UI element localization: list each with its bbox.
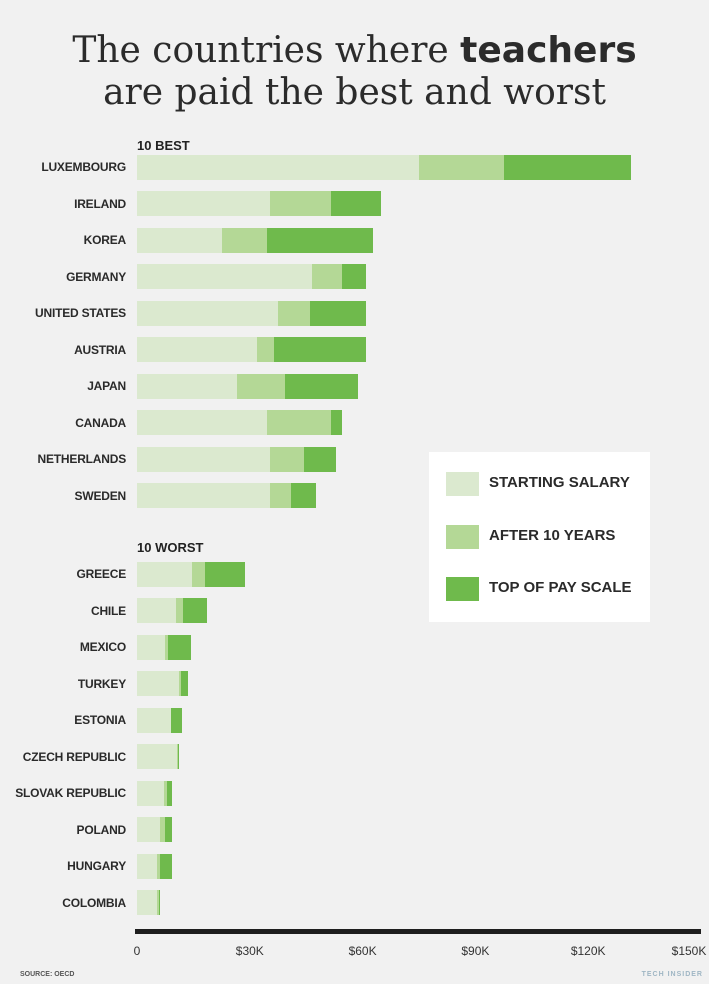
x-tick-label-1: $30K (235, 944, 264, 958)
bar-czech-republic-starting (137, 744, 177, 769)
bar-united-states-starting (137, 300, 278, 326)
source-note: SOURCE: OECD (20, 971, 75, 978)
bar-austria-starting (137, 337, 257, 362)
legend-swatch-starting (446, 472, 479, 496)
bar-chile-starting (137, 598, 177, 623)
category-label-slovak-republic: SLOVAK REPUBLIC (15, 786, 126, 800)
category-label-united-states: UNITED STATES (35, 306, 126, 320)
bar-mexico-starting (137, 634, 166, 660)
bar-turkey-starting (137, 671, 180, 696)
bar-hungary-starting (137, 853, 157, 879)
category-label-chile: CHILE (90, 603, 126, 618)
category-label-austria: AUSTRIA (74, 342, 126, 357)
bar-netherlands-starting (137, 446, 271, 472)
brand-logo: TECH INSIDER (641, 971, 703, 978)
bar-greece-starting (137, 561, 193, 587)
category-label-ireland: IRELAND (74, 196, 126, 211)
bar-slovak-republic-starting (137, 780, 165, 806)
legend-label-starting: STARTING SALARY (489, 474, 630, 491)
group-label-0: 10 BEST (137, 138, 190, 153)
x-tick-label-2: $60K (348, 944, 377, 958)
category-label-greece: GREECE (76, 567, 127, 581)
category-label-colombia: COLOMBIA (62, 895, 126, 910)
bar-poland-starting (137, 817, 161, 842)
category-label-korea: KOREA (83, 233, 127, 247)
bar-sweden-starting (137, 483, 271, 508)
title-normal: The countries where (72, 30, 461, 71)
category-label-estonia: ESTONIA (74, 713, 126, 727)
legend: STARTING SALARY AFTER 10 YEARS TOP OF PA… (429, 452, 650, 622)
title-line2: are paid the best and worst (103, 72, 606, 113)
bar-colombia-starting (137, 890, 157, 915)
x-tick-label-5: $150K (671, 944, 707, 958)
category-label-hungary: HUNGARY (67, 859, 126, 873)
category-label-poland: POLAND (76, 822, 127, 837)
bar-luxembourg-starting (137, 154, 419, 180)
x-tick-label-0: 0 (133, 944, 141, 958)
category-label-czech-republic: CZECH REPUBLIC (22, 749, 126, 764)
legend-swatch-after10 (446, 525, 479, 549)
bar-germany-starting (137, 264, 312, 289)
x-tick-label-4: $120K (570, 944, 606, 958)
category-label-canada: CANADA (75, 415, 126, 430)
legend-label-after10: AFTER 10 YEARS (489, 527, 616, 544)
x-axis-line (135, 929, 701, 934)
x-tick-label-3: $90K (461, 944, 490, 958)
bar-canada-starting (137, 410, 268, 435)
bar-korea-starting (137, 227, 222, 253)
bar-japan-starting (137, 373, 237, 399)
bar-estonia-starting (137, 707, 172, 733)
category-label-sweden: SWEDEN (74, 488, 127, 503)
legend-label-top: TOP OF PAY SCALE (489, 579, 632, 596)
chart-title: The countries where teachers are paid th… (0, 30, 709, 114)
title-bold: teachers (460, 30, 637, 71)
category-label-netherlands: NETHERLANDS (37, 452, 127, 466)
category-label-japan: JAPAN (87, 379, 126, 393)
category-label-turkey: TURKEY (77, 676, 126, 691)
category-label-luxembourg: LUXEMBOURG (41, 160, 126, 174)
category-label-mexico: MEXICO (79, 640, 126, 654)
legend-swatch-top (446, 577, 479, 601)
bar-ireland-starting (137, 191, 271, 216)
group-label-1: 10 WORST (137, 540, 204, 555)
category-label-germany: GERMANY (66, 269, 126, 284)
